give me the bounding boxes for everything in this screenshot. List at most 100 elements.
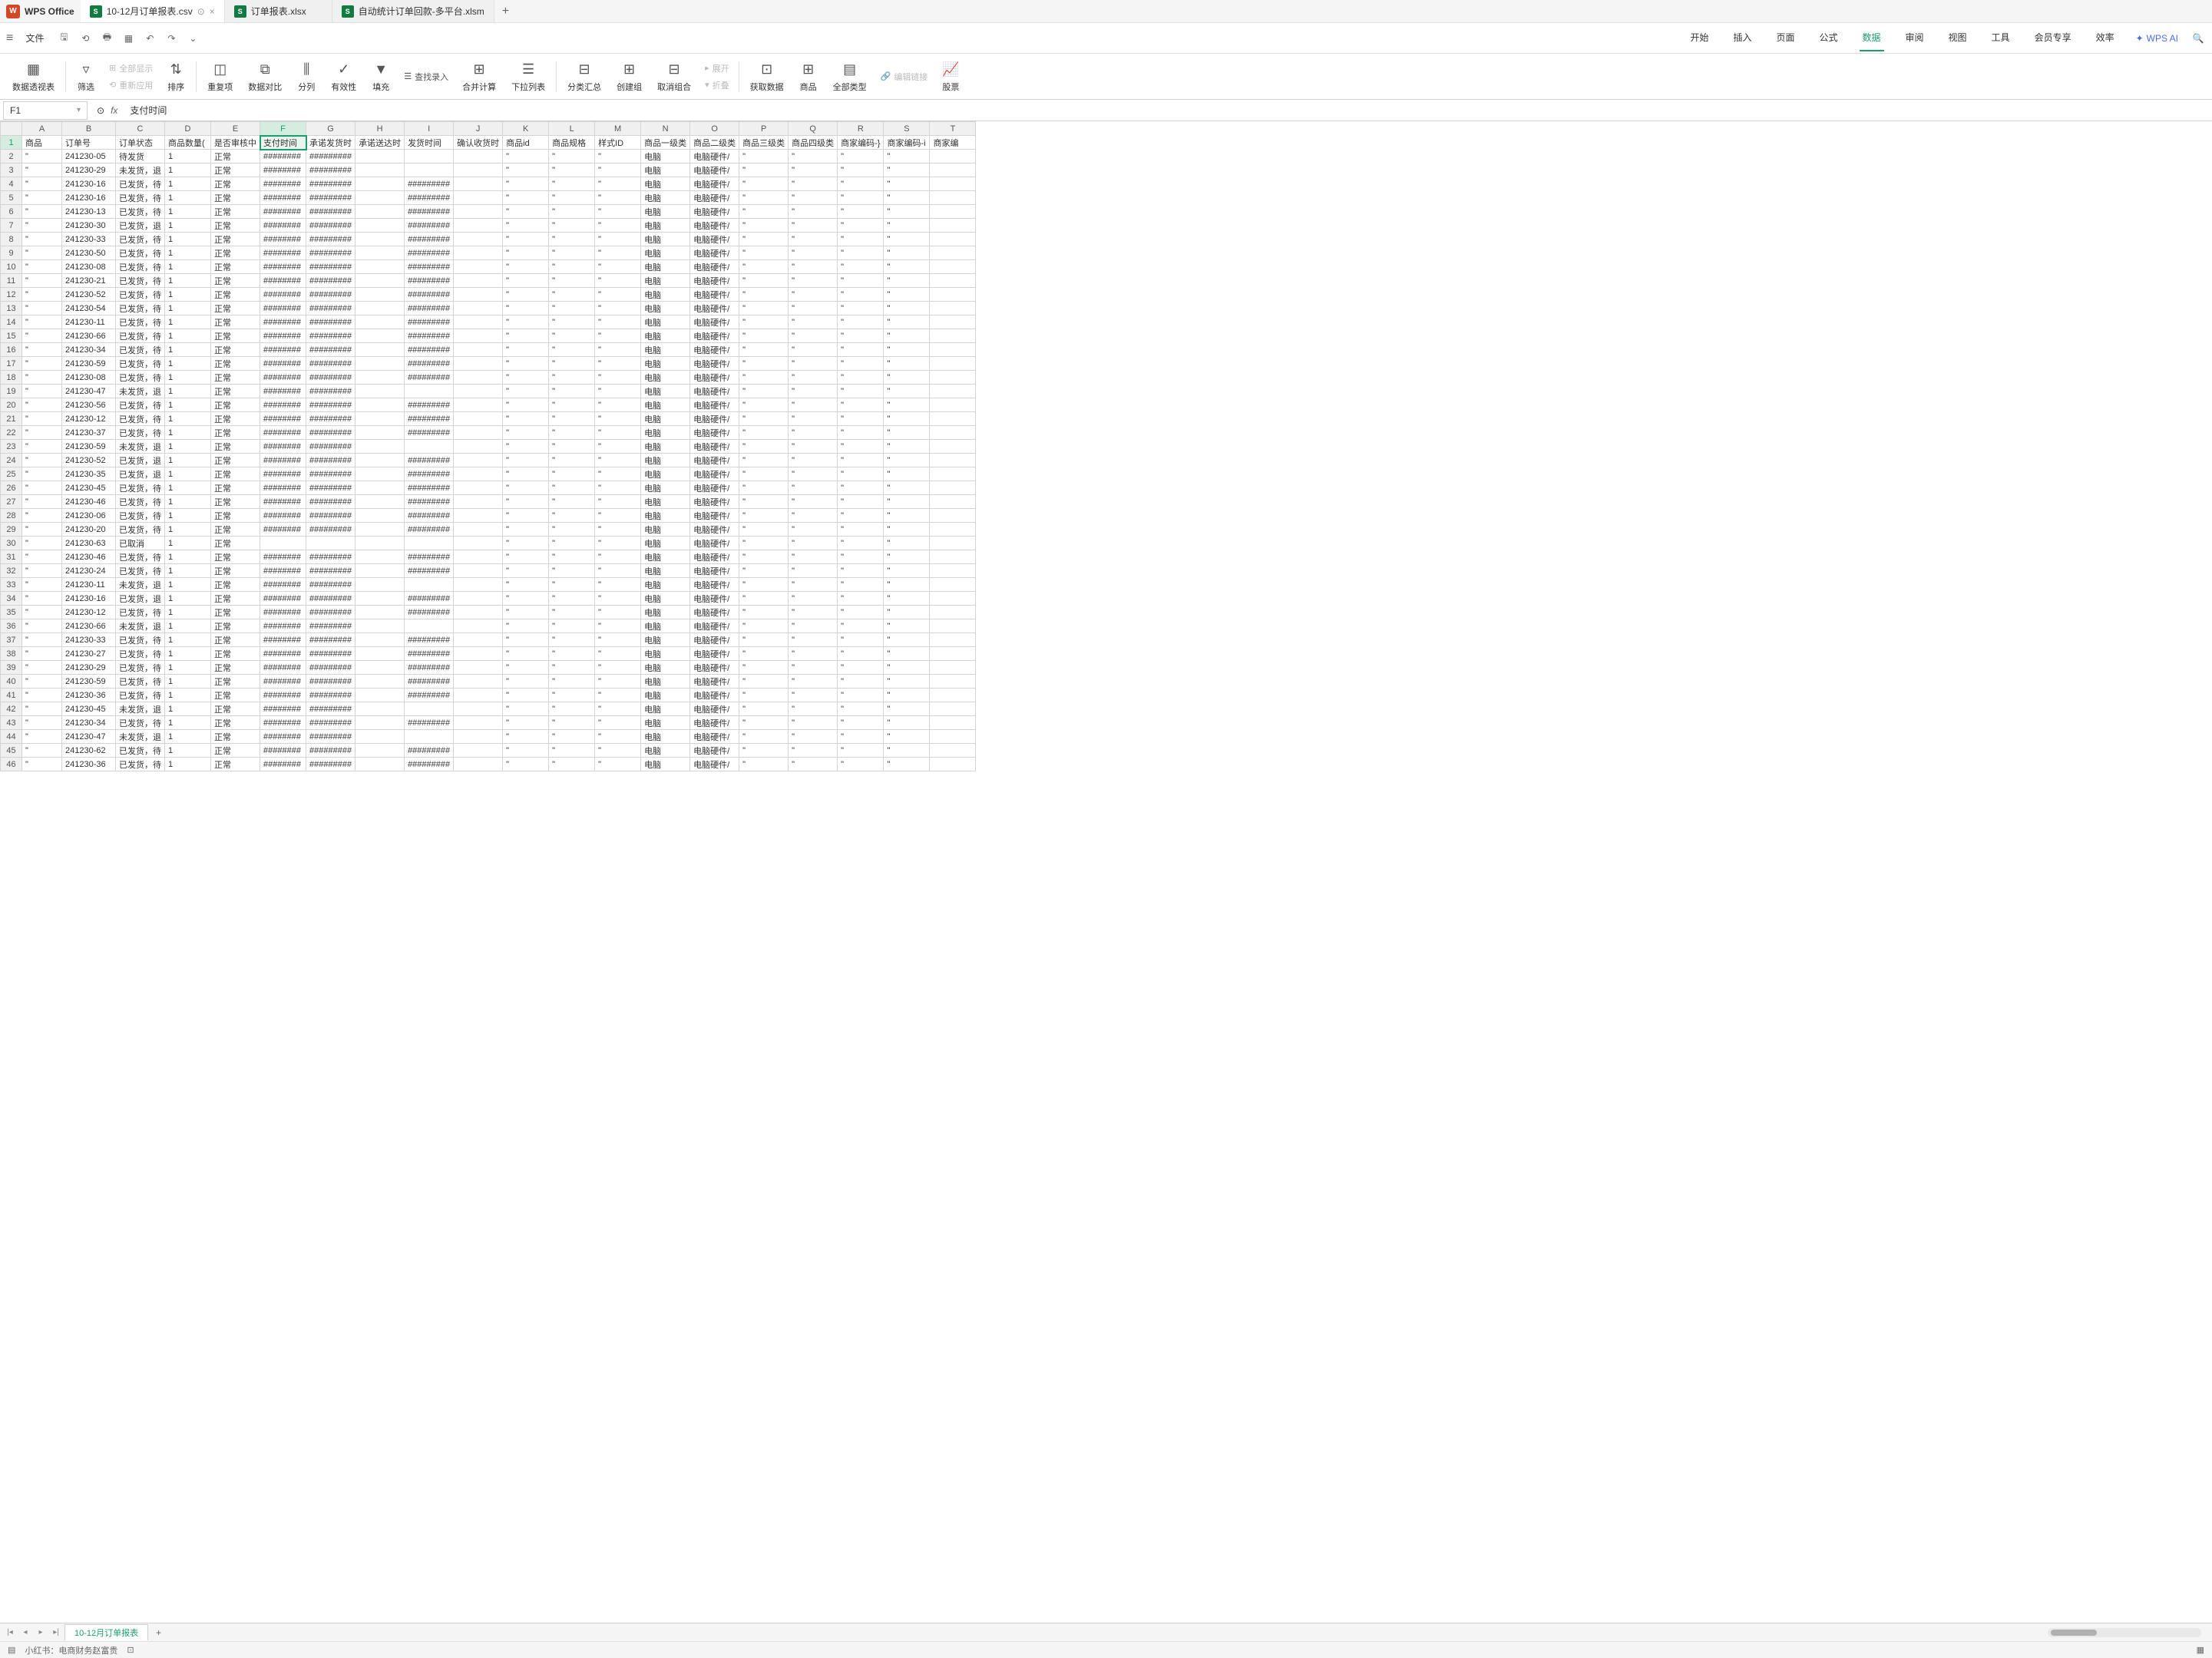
cell[interactable]: 电脑: [641, 385, 690, 398]
cell[interactable]: 发货时间: [405, 136, 454, 150]
cell[interactable]: 241230-27: [62, 647, 116, 661]
cell[interactable]: 电脑: [641, 302, 690, 315]
cell[interactable]: #########: [405, 177, 454, 191]
cell[interactable]: ": [789, 412, 838, 426]
cell[interactable]: 已发货，待: [116, 329, 165, 343]
cell[interactable]: 1: [165, 274, 211, 288]
cell[interactable]: [405, 730, 454, 744]
cell[interactable]: 电脑硬件/: [690, 744, 739, 758]
cell[interactable]: #########: [306, 191, 355, 205]
cell[interactable]: 未发货，退: [116, 702, 165, 716]
cell[interactable]: ": [22, 758, 62, 771]
cell[interactable]: 已发货，待: [116, 481, 165, 495]
row-header[interactable]: 34: [1, 592, 22, 606]
cell[interactable]: 已发货，退: [116, 454, 165, 467]
cell[interactable]: ": [503, 440, 549, 454]
cell[interactable]: ": [549, 371, 595, 385]
cell[interactable]: ": [789, 564, 838, 578]
cell[interactable]: ": [595, 550, 641, 564]
cell[interactable]: ": [503, 329, 549, 343]
cell[interactable]: #########: [405, 398, 454, 412]
cell[interactable]: 1: [165, 177, 211, 191]
cell[interactable]: ": [739, 619, 789, 633]
cell[interactable]: #########: [405, 357, 454, 371]
cell[interactable]: ": [838, 454, 884, 467]
row-header[interactable]: 9: [1, 246, 22, 260]
cell[interactable]: 未发货，退: [116, 578, 165, 592]
cell[interactable]: #########: [405, 744, 454, 758]
cell[interactable]: 正常: [211, 564, 260, 578]
row-header[interactable]: 23: [1, 440, 22, 454]
cell[interactable]: ": [838, 426, 884, 440]
cell[interactable]: ": [22, 398, 62, 412]
cell[interactable]: ": [739, 758, 789, 771]
cell[interactable]: ": [789, 440, 838, 454]
stock-button[interactable]: 📈股票: [937, 61, 964, 93]
cell[interactable]: ": [549, 550, 595, 564]
cell[interactable]: ": [789, 467, 838, 481]
row-header[interactable]: 46: [1, 758, 22, 771]
cell[interactable]: ": [595, 329, 641, 343]
cell[interactable]: ": [789, 260, 838, 274]
cell[interactable]: ########: [260, 440, 306, 454]
cell[interactable]: [355, 730, 405, 744]
cell[interactable]: ": [884, 233, 930, 246]
cell[interactable]: #########: [405, 246, 454, 260]
cell[interactable]: ": [503, 163, 549, 177]
cell[interactable]: #########: [405, 260, 454, 274]
cell[interactable]: ": [503, 744, 549, 758]
cell[interactable]: ": [503, 219, 549, 233]
cell[interactable]: ": [22, 509, 62, 523]
cell[interactable]: 电脑: [641, 647, 690, 661]
cell[interactable]: ########: [260, 357, 306, 371]
cell[interactable]: 241230-52: [62, 454, 116, 467]
view-mode-icon[interactable]: ▦: [2197, 1645, 2204, 1655]
cell[interactable]: [454, 205, 503, 219]
cell[interactable]: ": [549, 343, 595, 357]
cell[interactable]: ": [789, 371, 838, 385]
filter-button[interactable]: ▿筛选: [72, 61, 100, 93]
cell[interactable]: ": [549, 260, 595, 274]
cell[interactable]: 未发货，退: [116, 385, 165, 398]
cell[interactable]: ": [503, 177, 549, 191]
cell[interactable]: ": [884, 163, 930, 177]
cell[interactable]: ": [884, 758, 930, 771]
cell[interactable]: 241230-62: [62, 744, 116, 758]
cell[interactable]: 订单状态: [116, 136, 165, 150]
cell[interactable]: ": [739, 564, 789, 578]
cell[interactable]: [355, 233, 405, 246]
cell[interactable]: 电脑: [641, 315, 690, 329]
fx-icon[interactable]: fx: [111, 105, 117, 116]
row-header[interactable]: 2: [1, 150, 22, 163]
cell[interactable]: 正常: [211, 219, 260, 233]
cell[interactable]: #########: [306, 495, 355, 509]
cell[interactable]: 1: [165, 398, 211, 412]
cell[interactable]: ": [739, 467, 789, 481]
cell[interactable]: 已发货，待: [116, 343, 165, 357]
cell[interactable]: [306, 537, 355, 550]
cell[interactable]: 241230-54: [62, 302, 116, 315]
cell[interactable]: #########: [405, 274, 454, 288]
row-header[interactable]: 44: [1, 730, 22, 744]
hamburger-icon[interactable]: ≡: [6, 31, 13, 45]
cell[interactable]: [454, 467, 503, 481]
cell[interactable]: ": [549, 426, 595, 440]
cell[interactable]: 241230-59: [62, 675, 116, 689]
cell[interactable]: 正常: [211, 702, 260, 716]
cell[interactable]: [454, 357, 503, 371]
cell[interactable]: ########: [260, 550, 306, 564]
add-sheet-button[interactable]: +: [150, 1627, 167, 1638]
cell[interactable]: 1: [165, 702, 211, 716]
cell[interactable]: 1: [165, 495, 211, 509]
cell[interactable]: ": [739, 481, 789, 495]
cell[interactable]: 电脑硬件/: [690, 523, 739, 537]
column-header[interactable]: R: [838, 122, 884, 136]
cell[interactable]: [930, 592, 976, 606]
cell[interactable]: 电脑硬件/: [690, 329, 739, 343]
cell[interactable]: 电脑: [641, 357, 690, 371]
cell[interactable]: ": [884, 398, 930, 412]
cell[interactable]: #########: [405, 205, 454, 219]
get-data-button[interactable]: ⊡获取数据: [746, 61, 789, 93]
cell[interactable]: 正常: [211, 398, 260, 412]
cell[interactable]: ": [838, 606, 884, 619]
